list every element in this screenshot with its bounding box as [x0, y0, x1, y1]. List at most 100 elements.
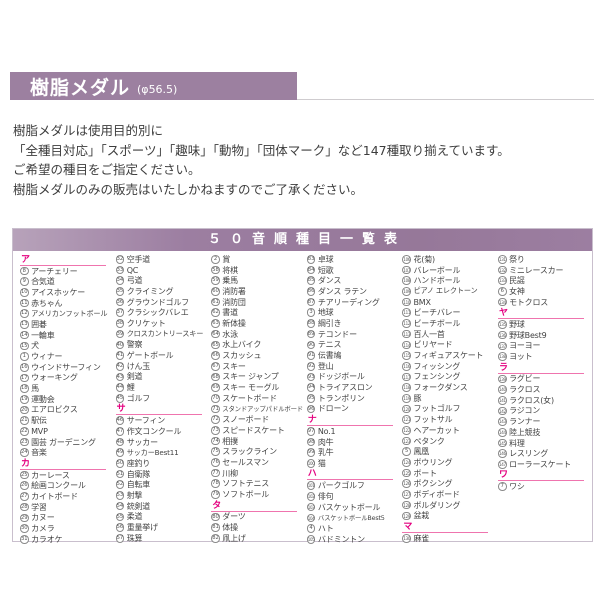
item-label: ダンス ラテン — [317, 286, 367, 296]
section-header: ワ — [497, 470, 584, 482]
item-number-badge: 9 — [20, 277, 29, 287]
list-item: 101 パークゴルフ — [306, 480, 403, 491]
list-item: 55 柔道 — [115, 512, 212, 523]
list-item: 78 ソフトテニス — [211, 478, 307, 489]
item-label: スカッシュ — [222, 351, 262, 361]
item-label: フットゴルフ — [413, 404, 461, 414]
item-label: 書道 — [222, 308, 238, 318]
list-item: 84 短歌 — [306, 265, 403, 276]
list-item: 10 アイスホッケー — [20, 287, 116, 298]
list-item: 9 合気道 — [20, 276, 116, 287]
list-item: 98 肉牛 — [306, 437, 403, 448]
item-number-badge: 28 — [20, 502, 29, 512]
list-item: 108 ハンドボール — [402, 275, 498, 286]
list-item: 136 野球Best9 — [497, 330, 594, 341]
item-number-badge: 81 — [211, 523, 220, 532]
item-label: 料理 — [509, 438, 525, 448]
section-header: ハ — [306, 469, 393, 481]
table-column-1: ア 8 アーチェリー 9 合気道 10 アイスホッケー 11 赤ちゃん 12 アメリカンフットボール… — [20, 254, 116, 545]
item-label: エアロビクス — [31, 405, 78, 415]
list-item: 87 チアリーディング — [306, 297, 403, 308]
list-item: 70 スケートボード — [211, 393, 307, 404]
item-label: 伝書鳩 — [317, 351, 342, 361]
item-number-badge: 140 — [497, 385, 507, 394]
item-number-badge: 104 — [306, 513, 316, 523]
item-number-badge: 88 — [306, 319, 316, 328]
list-item: 91 伝書鳩 — [306, 350, 403, 361]
section-header-label: マ — [403, 521, 413, 532]
item-number-badge: 68 — [211, 372, 220, 382]
item-label: 水上バイク — [222, 340, 262, 350]
item-number-badge: 85 — [306, 276, 316, 286]
intro-line-1: 樹脂メダルは使用目的別に — [13, 123, 164, 138]
item-number-badge: 75 — [211, 447, 220, 457]
item-label: 射撃 — [126, 490, 143, 500]
item-number-badge: 121 — [402, 415, 411, 424]
list-item: 19 運動会 — [20, 394, 116, 405]
list-item: 25 カーレース — [20, 470, 116, 481]
list-item: 128 ボルダリング — [402, 500, 498, 511]
item-number-badge: 33 — [115, 265, 125, 275]
item-number-badge: 59 — [211, 276, 220, 286]
item-number-badge: 23 — [20, 437, 29, 447]
section-header-label: タ — [212, 500, 222, 511]
item-label: スキー — [222, 361, 246, 371]
item-label: ハト — [317, 524, 334, 534]
item-label: クロスカントリースキー — [126, 329, 204, 339]
item-label: 短歌 — [317, 265, 334, 275]
item-label: クリケット — [126, 318, 166, 328]
item-number-badge: 82 — [211, 533, 220, 543]
item-label: セールスマン — [222, 457, 269, 467]
list-item: 52 自転車 — [115, 479, 212, 490]
item-number-badge: 64 — [211, 329, 220, 339]
list-item: 86 ダンス ラテン — [306, 286, 403, 297]
list-item: 28 学習 — [20, 502, 116, 513]
item-number-badge: 48 — [115, 437, 125, 447]
list-item: 33 QC — [115, 265, 212, 276]
list-item: 42 けん玉 — [115, 361, 212, 372]
item-label: 肉牛 — [317, 437, 334, 447]
item-number-badge: 71 — [211, 404, 220, 414]
item-label: スノーボード — [222, 415, 270, 425]
category-list-table: ５０音順種目一覧表 ア 8 アーチェリー 9 合気道 10 アイスホッケー 11 赤ちゃん 12 ア… — [12, 228, 594, 545]
item-label: ボディボード — [413, 489, 460, 499]
item-label: 猫 — [317, 458, 326, 468]
list-item: 38 クリケット — [115, 318, 212, 329]
list-item: 35 クライミング — [115, 286, 212, 297]
list-item: 83 卓球 — [306, 254, 403, 265]
item-number-badge: 37 — [115, 308, 125, 318]
item-label: フェンシング — [413, 372, 461, 382]
list-item: 121 フットサル — [402, 414, 498, 425]
item-number-badge: 12 — [20, 309, 29, 319]
list-item: 21 駅伝 — [20, 415, 116, 426]
list-item: 6 女神 — [497, 286, 594, 297]
item-label: バスケットボールBest5 — [317, 514, 385, 523]
item-number-badge: 35 — [115, 287, 125, 296]
item-label: バスケットボール — [317, 502, 381, 512]
list-item: 100 猫 — [306, 458, 403, 469]
item-label: MVP — [31, 426, 48, 436]
item-label: ゲートボール — [126, 351, 174, 361]
item-label: ラグビー — [509, 374, 541, 384]
item-label: 合気道 — [31, 277, 55, 287]
item-label: ラクロス — [509, 385, 541, 395]
item-number-badge: 72 — [211, 415, 220, 424]
list-item: 135 野球 — [497, 319, 594, 330]
item-label: 相撲 — [222, 436, 238, 446]
item-label: 女神 — [509, 286, 525, 296]
item-label: 花(菊) — [413, 254, 435, 264]
item-label: 綱引き — [317, 318, 342, 328]
list-item: 44 鯉 — [115, 382, 212, 393]
item-label: 乳牛 — [317, 448, 334, 458]
item-label: ドローン — [317, 404, 349, 414]
list-item: 5 鳳凰 — [402, 446, 498, 457]
item-label: 地球 — [317, 308, 334, 318]
list-item: 58 将棋 — [211, 265, 307, 276]
item-label: ワシ — [509, 482, 525, 492]
list-item: 85 ダンス — [306, 275, 403, 286]
table-title: ５０音順種目一覧表 — [13, 229, 592, 251]
intro-line-4: 樹脂メダルのみの販売はいたしかねますのでご了承ください。 — [13, 181, 364, 197]
item-label: カヌー — [31, 513, 55, 523]
item-label: 作文コンクール — [126, 426, 182, 436]
item-label: アイスホッケー — [31, 287, 86, 297]
